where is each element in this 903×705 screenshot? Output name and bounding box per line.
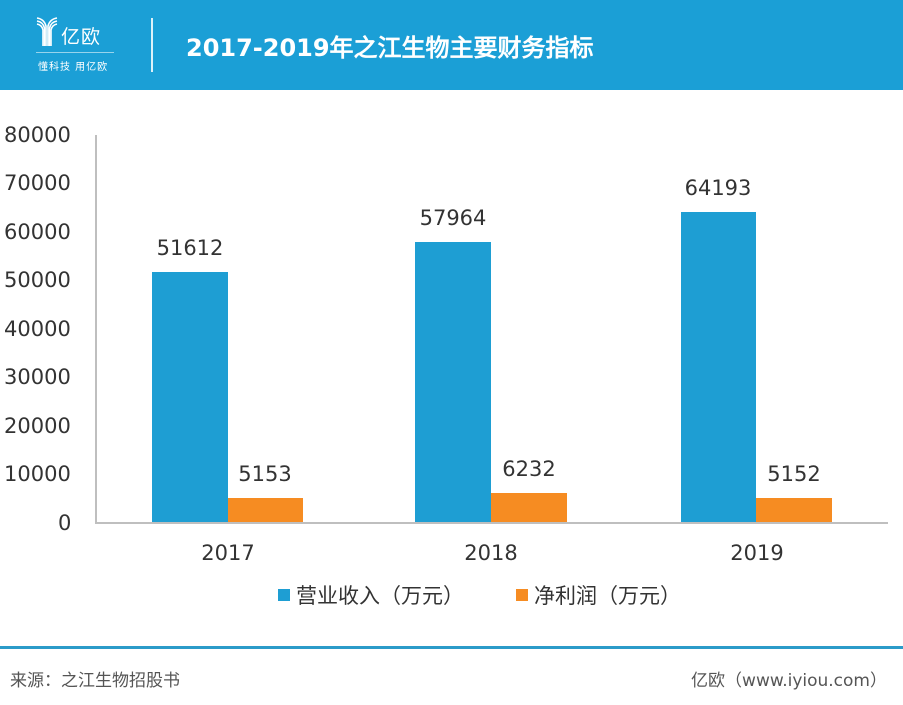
y-tick-60000: 60000 [4,220,71,244]
bar-label-revenue-2019: 64193 [684,176,752,200]
legend-label-profit: 净利润（万元） [534,584,681,608]
x-tick-2017: 2017 [201,541,255,565]
footer-divider [0,646,903,649]
bar-label-profit-2018: 6232 [502,457,556,481]
x-tick-2019: 2019 [730,541,784,565]
logo-name: 亿欧 [61,26,102,48]
chart-legend: 营业收入（万元） 净利润（万元） [278,580,733,610]
bar-label-profit-2019: 5152 [767,462,821,486]
bar-profit-2018 [491,493,567,523]
header-divider [151,18,153,72]
yiou-logo: 亿欧 懂科技 用亿欧 [36,16,118,74]
bar-revenue-2018 [415,242,491,523]
bar-profit-2017 [228,498,303,523]
bar-revenue-2019 [681,212,756,523]
credit-note: 亿欧（www.iyiou.com） [691,671,887,691]
legend-item-profit: 净利润（万元） [516,580,681,610]
source-note: 来源：之江生物招股书 [10,671,180,691]
bar-label-revenue-2018: 57964 [419,206,487,230]
bar-revenue-2017 [152,272,228,523]
legend-swatch-revenue [278,589,290,601]
page-title: 2017-2019年之江生物主要财务指标 [186,34,594,62]
header-banner: 亿欧 懂科技 用亿欧 2017-2019年之江生物主要财务指标 [0,0,903,90]
bar-profit-2019 [756,498,832,523]
legend-item-revenue: 营业收入（万元） [278,580,464,610]
bar-label-revenue-2017: 51612 [156,236,224,260]
y-tick-20000: 20000 [4,414,71,438]
legend-swatch-profit [516,589,528,601]
y-tick-70000: 70000 [4,171,71,195]
y-tick-50000: 50000 [4,268,71,292]
y-axis-line [95,135,97,524]
y-tick-80000: 80000 [4,123,71,147]
y-tick-30000: 30000 [4,365,71,389]
x-axis-line [95,522,888,524]
y-tick-0: 0 [58,511,72,535]
logo-divider [36,52,114,53]
yiou-logo-icon [36,17,58,46]
bar-label-profit-2017: 5153 [238,462,292,486]
y-tick-40000: 40000 [4,317,71,341]
x-tick-2018: 2018 [464,541,518,565]
logo-slogan: 懂科技 用亿欧 [38,62,109,73]
legend-label-revenue: 营业收入（万元） [296,584,464,608]
y-tick-10000: 10000 [4,462,71,486]
